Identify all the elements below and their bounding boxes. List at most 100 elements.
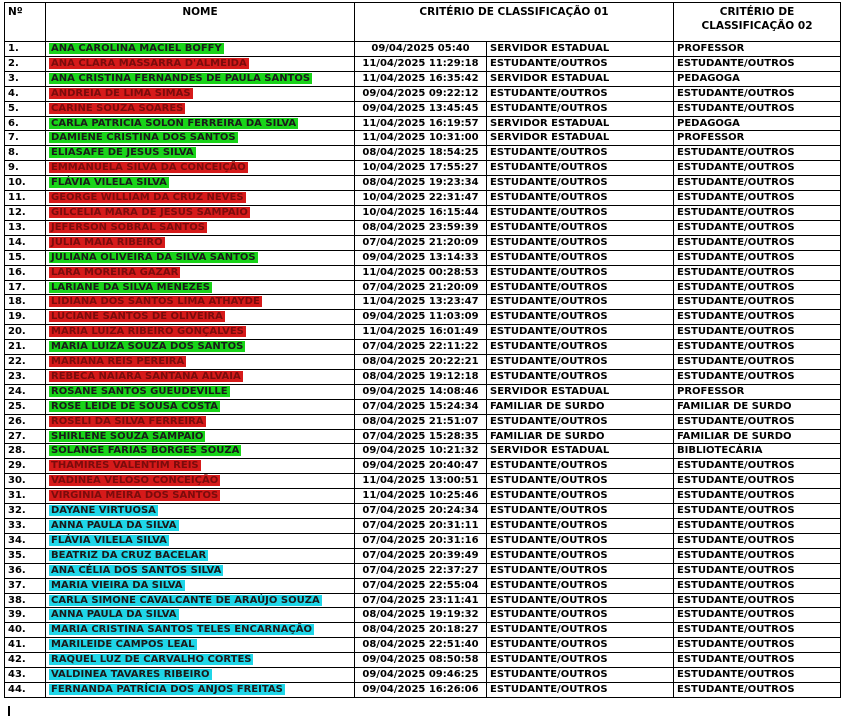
criterion-2-cell: ESTUDANTE/OUTROS — [673, 652, 841, 669]
date-cell: 11/04/2025 16:19:57 — [354, 115, 487, 132]
row-number: 13. — [4, 219, 46, 236]
name-cell: THAMIRES VALENTIM REIS — [45, 458, 355, 475]
highlighted-name: ANA CAROLINA MACIEL BOFFY — [49, 43, 224, 54]
highlighted-name: GEORGE WILLIAM DA CRUZ NEVES — [49, 192, 246, 204]
row-number: 30. — [4, 473, 46, 490]
name-cell: DAMIENE CRISTINA DOS SANTOS — [45, 130, 355, 147]
table-row: 39. ANNA PAULA DA SILVA 08/04/2025 19:19:3… — [4, 607, 841, 624]
date-cell: 09/04/2025 09:22:12 — [354, 85, 487, 102]
column-header-criterion-2: CRITÉRIO DE CLASSIFICAÇÃO 02 — [673, 2, 841, 42]
row-number: 31. — [4, 488, 46, 505]
table-row: 29. THAMIRES VALENTIM REIS 09/04/2025 20:4… — [4, 458, 841, 475]
highlighted-name: DAYANE VIRTUOSA — [49, 505, 158, 517]
date-cell: 08/04/2025 19:12:18 — [354, 368, 487, 385]
page-edge-mark — [8, 706, 10, 716]
date-cell: 11/04/2025 00:28:53 — [354, 264, 487, 281]
criterion-1-cell: ESTUDANTE/OUTROS — [486, 562, 674, 579]
table-row: 19. LUCIANE SANTOS DE OLIVEIRA 09/04/2025 … — [4, 309, 841, 326]
table-body: 1. ANA CAROLINA MACIEL BOFFY 09/04/2025 05… — [4, 41, 841, 698]
criterion-2-cell: ESTUDANTE/OUTROS — [673, 607, 841, 624]
criterion-2-cell: ESTUDANTE/OUTROS — [673, 354, 841, 370]
row-number: 24. — [4, 383, 46, 400]
highlighted-name: VALDINEA TAVARES RIBEIRO — [49, 669, 212, 681]
table-row: 18. LIDIANA DOS SANTOS LIMA ATHAYDE 11/04/… — [4, 294, 841, 311]
table-row: 43. VALDINEA TAVARES RIBEIRO 09/04/2025 09… — [4, 667, 841, 683]
table-row: 24. ROSANE SANTOS GUEUDEVILLE 09/04/2025 1… — [4, 383, 841, 400]
criterion-2-cell: ESTUDANTE/OUTROS — [673, 175, 841, 192]
date-cell: 11/04/2025 13:23:47 — [354, 294, 487, 311]
table-row: 38. CARLA SIMONE CAVALCANTE DE ARAÚJO SOU… — [4, 592, 841, 609]
row-number: 8. — [4, 145, 46, 162]
criterion-2-cell: ESTUDANTE/OUTROS — [673, 622, 841, 639]
table-row: 1. ANA CAROLINA MACIEL BOFFY 09/04/2025 05… — [4, 41, 841, 57]
date-cell: 07/04/2025 20:24:34 — [354, 503, 487, 519]
highlighted-name: FERNANDA PATRÍCIA DOS ANJOS FREITAS — [49, 683, 285, 695]
row-number: 37. — [4, 577, 46, 594]
date-cell: 09/04/2025 11:03:09 — [354, 309, 487, 326]
highlighted-name: LUCIANE SANTOS DE OLIVEIRA — [49, 311, 225, 323]
criterion-1-cell: ESTUDANTE/OUTROS — [486, 488, 674, 505]
name-cell: MARIA CRISTINA SANTOS TELES ENCARNAÇÃO — [45, 622, 355, 639]
highlighted-name: MARIANA REIS PEREIRA — [49, 356, 187, 368]
highlighted-name: EMMANUELA SILVA DA CONCEIÇÃO — [49, 162, 248, 174]
row-number: 2. — [4, 55, 46, 72]
table-row: 2. ANA CLARA MASSARRA D'ALMEIDA 11/04/2025… — [4, 55, 841, 72]
criterion-1-cell: ESTUDANTE/OUTROS — [486, 667, 674, 683]
table-header: Nº NOME CRITÉRIO DE CLASSIFICAÇÃO 01 CRI… — [4, 2, 841, 42]
table-row: 12. GILCELIA MARA DE JESUS SAMPAIO 10/04/2… — [4, 204, 841, 221]
highlighted-name: LARA MOREIRA GAZAR — [49, 266, 181, 278]
highlighted-name: ROSANE SANTOS GUEUDEVILLE — [49, 385, 230, 397]
name-cell: BEATRIZ DA CRUZ BACELAR — [45, 547, 355, 564]
criterion-1-cell: ESTUDANTE/OUTROS — [486, 324, 674, 341]
row-number: 32. — [4, 503, 46, 519]
highlighted-name: FLÁVIA VILELA SILVA — [49, 534, 169, 546]
criterion-1-cell: ESTUDANTE/OUTROS — [486, 160, 674, 177]
highlighted-name: MARIA LUIZA SOUZA DOS SANTOS — [49, 341, 246, 353]
highlighted-name: JEFERSON SOBRAL SANTOS — [49, 221, 207, 233]
table-row: 35. BEATRIZ DA CRUZ BACELAR 07/04/2025 20:… — [4, 547, 841, 564]
criterion-2-cell: ESTUDANTE/OUTROS — [673, 562, 841, 579]
table-row: 32. DAYANE VIRTUOSA 07/04/2025 20:24:34 EST… — [4, 503, 841, 519]
highlighted-name: ANNA PAULA DA SILVA — [49, 609, 179, 621]
name-cell: JEFERSON SOBRAL SANTOS — [45, 219, 355, 236]
criterion-1-cell: ESTUDANTE/OUTROS — [486, 279, 674, 296]
highlighted-name: FLÁVIA VILELA SILVA — [49, 177, 169, 189]
name-cell: ANA CLARA MASSARRA D'ALMEIDA — [45, 55, 355, 72]
criterion-2-cell: ESTUDANTE/OUTROS — [673, 145, 841, 162]
date-cell: 09/04/2025 13:45:45 — [354, 100, 487, 117]
criterion-1-cell: ESTUDANTE/OUTROS — [486, 652, 674, 669]
date-cell: 09/04/2025 20:40:47 — [354, 458, 487, 475]
criterion-1-cell: ESTUDANTE/OUTROS — [486, 458, 674, 475]
criterion-2-cell: ESTUDANTE/OUTROS — [673, 532, 841, 549]
row-number: 7. — [4, 130, 46, 147]
criterion-1-cell: ESTUDANTE/OUTROS — [486, 413, 674, 430]
table-row: 40. MARIA CRISTINA SANTOS TELES ENCARNAÇÃ… — [4, 622, 841, 639]
date-cell: 08/04/2025 20:22:21 — [354, 354, 487, 370]
date-cell: 11/04/2025 10:25:46 — [354, 488, 487, 505]
name-cell: ANA CRISTINA FERNANDES DE PAULA SANTOS — [45, 70, 355, 87]
highlighted-name: ANA CLARA MASSARRA D'ALMEIDA — [49, 57, 249, 69]
name-cell: JULIA MAIA RIBEIRO — [45, 234, 355, 251]
table-row: 44. FERNANDA PATRÍCIA DOS ANJOS FREITAS 09… — [4, 681, 841, 698]
row-number: 26. — [4, 413, 46, 430]
table-row: 6. CARLA PATRICIA SOLON FERREIRA DA SILVA… — [4, 115, 841, 132]
row-number: 1. — [4, 41, 46, 57]
highlighted-name: ANA CÉLIA DOS SANTOS SILVA — [49, 564, 224, 576]
table-row: 41. MARILEIDE CAMPOS LEAL 08/04/2025 22:51… — [4, 637, 841, 654]
highlighted-name: DAMIENE CRISTINA DOS SANTOS — [49, 132, 238, 144]
criterion-2-cell: ESTUDANTE/OUTROS — [673, 413, 841, 430]
name-cell: ANNA PAULA DA SILVA — [45, 518, 355, 534]
name-cell: ROSELI DA SILVA FERREIRA — [45, 413, 355, 430]
highlighted-name: ROSE LEIDE DE SOUSA COSTA — [49, 400, 220, 412]
table-row: 5. CARINE SOUZA SOARES 09/04/2025 13:45:45… — [4, 100, 841, 117]
name-cell: ANA CÉLIA DOS SANTOS SILVA — [45, 562, 355, 579]
row-number: 35. — [4, 547, 46, 564]
row-number: 23. — [4, 368, 46, 385]
name-cell: LUCIANE SANTOS DE OLIVEIRA — [45, 309, 355, 326]
date-cell: 08/04/2025 19:23:34 — [354, 175, 487, 192]
date-cell: 09/04/2025 13:14:33 — [354, 249, 487, 266]
date-cell: 08/04/2025 19:19:32 — [354, 607, 487, 624]
criterion-1-cell: SERVIDOR ESTADUAL — [486, 383, 674, 400]
criterion-2-cell: ESTUDANTE/OUTROS — [673, 294, 841, 311]
criterion-2-cell: PROFESSOR — [673, 130, 841, 147]
